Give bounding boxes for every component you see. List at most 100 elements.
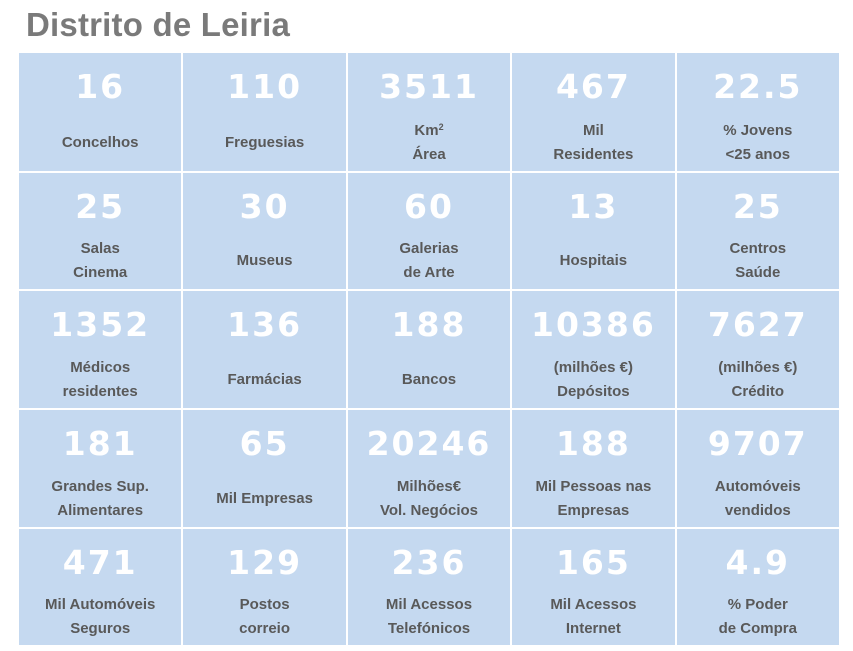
stat-value: 110 (227, 67, 303, 106)
stat-label-line1: % Poder (727, 596, 788, 613)
stat-cell: 236 Mil Acessos Telefónicos (347, 529, 511, 645)
stat-label-line2: Cinema (73, 264, 128, 281)
stat-label-superscript: 2 (438, 122, 444, 132)
stat-label: Postos correio (183, 591, 345, 643)
stat-label-line1: Mil Pessoas nas (535, 478, 652, 495)
stat-label-line2: Saúde (735, 264, 781, 281)
stat-value: 188 (555, 424, 631, 463)
stat-label: Milhões€ Vol. Negócios (348, 473, 510, 525)
stat-label: Hospitais (512, 235, 674, 287)
stat-cell: 22.5 % Jovens <25 anos (676, 53, 839, 171)
stat-value: 3511 (379, 67, 479, 106)
stat-cell: 13 Hospitais (512, 173, 675, 289)
stat-value: 181 (62, 424, 138, 463)
stat-value: 25 (732, 187, 783, 226)
stat-label-line2: Vol. Negócios (379, 502, 479, 519)
stat-label: Farmácias (183, 354, 345, 406)
stat-label-line1: Salas (80, 240, 120, 257)
stat-value: 30 (239, 187, 290, 226)
stat-cell: 165 Mil Acessos Internet (512, 529, 675, 645)
stat-value: 22.5 (713, 67, 803, 106)
stat-cell: 471 Mil Automóveis Seguros (19, 529, 182, 645)
stat-label-line2: <25 anos (725, 146, 791, 163)
stat-cell: 181 Grandes Sup. Alimentares (19, 410, 182, 527)
stat-cell: 110 Freguesias (183, 53, 346, 171)
stat-label-line1: Médicos (70, 359, 131, 376)
stat-label-line1: (milhões €) (553, 359, 633, 376)
stat-label: Centros Saúde (677, 235, 839, 287)
stat-cell: 136 Farmácias (183, 291, 346, 408)
stat-label: Mil Residentes (512, 117, 674, 169)
stat-label: Automóveis vendidos (677, 473, 839, 525)
stat-label: % Poder de Compra (677, 591, 839, 643)
stat-label: Grandes Sup. Alimentares (19, 473, 181, 525)
stat-label-line2: Depósitos (557, 383, 630, 400)
stat-label-line1: Hospitais (559, 252, 628, 269)
stat-cell: 3511 Km2 Área (347, 53, 511, 171)
stat-value: 1352 (50, 305, 151, 344)
stat-cell: 188 Mil Pessoas nas Empresas (512, 410, 675, 527)
stat-label-line1: Galerias (399, 240, 459, 257)
stat-cell: 7627 (milhões €) Crédito (676, 291, 839, 408)
stat-cell: 25 Salas Cinema (19, 173, 182, 289)
stat-label: (milhões €) Depósitos (512, 354, 674, 406)
stat-label: Km2 Área (348, 117, 510, 169)
stat-cell: 10386 (milhões €) Depósitos (512, 291, 675, 408)
stat-cell: 1352 Médicos residentes (19, 291, 182, 408)
stat-value: 136 (227, 305, 303, 344)
stat-value: 25 (75, 187, 126, 226)
page-title: Distrito de Leiria (26, 6, 290, 43)
stat-label: (milhões €) Crédito (677, 354, 839, 406)
stat-label-line1: Automóveis (714, 478, 801, 495)
stat-label: Médicos residentes (19, 354, 181, 406)
stat-value: 467 (555, 67, 631, 106)
stat-cell: 60 Galerias de Arte (347, 173, 511, 289)
stat-cell: 16 Concelhos (19, 53, 182, 171)
stat-value: 20246 (366, 424, 492, 463)
stat-label-line2: Internet (565, 620, 621, 637)
stat-label-line1: Postos (239, 596, 290, 613)
stat-value: 188 (391, 305, 467, 344)
stat-label-line2: Crédito (731, 383, 785, 400)
stat-value: 60 (404, 187, 454, 226)
stat-label: Mil Acessos Internet (512, 591, 674, 643)
stat-label-line2: Empresas (557, 502, 630, 519)
stat-value: 9707 (707, 424, 808, 463)
stat-value: 236 (391, 543, 467, 582)
stat-label-line2: residentes (62, 383, 138, 400)
stat-label-line1: Km2 (414, 119, 443, 143)
stat-label-unit: Km (414, 122, 439, 139)
stat-value: 4.9 (725, 543, 791, 582)
stat-cell: 30 Museus (183, 173, 346, 289)
stat-label-line1: Bancos (401, 371, 457, 388)
stat-label-line2: Seguros (70, 620, 131, 637)
stat-label: Mil Acessos Telefónicos (348, 591, 510, 643)
stat-cell: 467 Mil Residentes (512, 53, 675, 171)
stat-value: 165 (555, 543, 631, 582)
stat-value: 129 (227, 543, 303, 582)
stat-label-line2: correio (239, 620, 291, 637)
stat-cell: 9707 Automóveis vendidos (676, 410, 839, 527)
stat-cell: 188 Bancos (347, 291, 511, 408)
stat-label: Salas Cinema (19, 235, 181, 287)
stat-label-line2: de Arte (403, 264, 455, 281)
stat-value: 65 (239, 424, 290, 463)
stat-label-line1: Grandes Sup. (51, 478, 149, 495)
stat-label-line2: Alimentares (57, 502, 144, 519)
stats-grid: 16 Concelhos 110 Freguesias 3511 Km2 Área… (19, 53, 839, 645)
stat-label-line1: Farmácias (227, 371, 302, 388)
stat-label-line2: de Compra (718, 620, 797, 637)
stat-cell: 129 Postos correio (183, 529, 346, 645)
stat-label: Mil Pessoas nas Empresas (512, 473, 674, 525)
stat-label: Mil Empresas (183, 473, 345, 525)
stat-label-line1: % Jovens (723, 122, 793, 139)
stat-label-line2: Área (412, 146, 446, 163)
stat-value: 7627 (707, 305, 808, 344)
stat-label-line1: Concelhos (61, 134, 139, 151)
stat-label-line2: Telefónicos (387, 620, 471, 637)
stat-label-line1: Mil Acessos (385, 596, 473, 613)
stat-value: 16 (75, 67, 126, 106)
stat-label-line2: Residentes (553, 146, 634, 163)
stat-cell: 65 Mil Empresas (183, 410, 346, 527)
stat-label-line2: vendidos (724, 502, 791, 519)
